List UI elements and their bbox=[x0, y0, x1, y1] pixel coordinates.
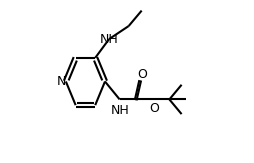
Text: O: O bbox=[138, 68, 147, 82]
Text: NH: NH bbox=[110, 104, 129, 117]
Text: O: O bbox=[149, 102, 159, 115]
Text: N: N bbox=[57, 75, 67, 88]
Text: NH: NH bbox=[100, 33, 119, 46]
